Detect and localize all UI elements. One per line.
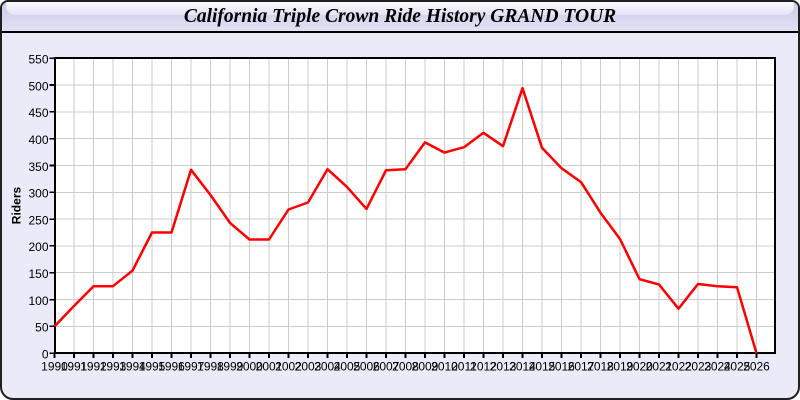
svg-text:2001: 2001 <box>256 359 283 373</box>
svg-text:2009: 2009 <box>412 359 439 373</box>
svg-text:2000: 2000 <box>236 359 263 373</box>
svg-text:2003: 2003 <box>295 359 322 373</box>
svg-text:0: 0 <box>42 348 49 362</box>
svg-text:2010: 2010 <box>431 359 458 373</box>
svg-text:150: 150 <box>28 267 48 281</box>
svg-text:2005: 2005 <box>334 359 361 373</box>
svg-text:2018: 2018 <box>587 359 614 373</box>
svg-text:1994: 1994 <box>119 359 146 373</box>
svg-text:2015: 2015 <box>529 359 556 373</box>
svg-text:450: 450 <box>28 106 48 120</box>
svg-text:2011: 2011 <box>451 359 477 373</box>
svg-text:2020: 2020 <box>626 359 653 373</box>
svg-text:Riders: Riders <box>10 187 24 225</box>
svg-text:1998: 1998 <box>197 359 224 373</box>
svg-text:2014: 2014 <box>509 359 536 373</box>
svg-text:2013: 2013 <box>490 359 517 373</box>
svg-text:2016: 2016 <box>548 359 575 373</box>
svg-text:2017: 2017 <box>568 359 595 373</box>
svg-text:1993: 1993 <box>100 359 127 373</box>
svg-text:500: 500 <box>28 79 48 93</box>
svg-text:400: 400 <box>28 133 48 147</box>
svg-text:1999: 1999 <box>217 359 244 373</box>
svg-text:1992: 1992 <box>80 359 107 373</box>
svg-text:200: 200 <box>28 240 48 254</box>
svg-text:300: 300 <box>28 187 48 201</box>
svg-text:2004: 2004 <box>314 359 341 373</box>
svg-text:250: 250 <box>28 213 48 227</box>
svg-text:2026: 2026 <box>743 359 770 373</box>
svg-text:2022: 2022 <box>665 359 692 373</box>
svg-text:1995: 1995 <box>139 359 166 373</box>
svg-text:50: 50 <box>35 321 49 335</box>
svg-text:1996: 1996 <box>158 359 185 373</box>
svg-text:2007: 2007 <box>373 359 400 373</box>
svg-text:1997: 1997 <box>178 359 205 373</box>
svg-text:2008: 2008 <box>392 359 419 373</box>
svg-text:2021: 2021 <box>646 359 673 373</box>
svg-text:350: 350 <box>28 160 48 174</box>
svg-text:2019: 2019 <box>607 359 634 373</box>
svg-text:2024: 2024 <box>704 359 731 373</box>
svg-text:1990: 1990 <box>41 359 68 373</box>
svg-text:2023: 2023 <box>685 359 712 373</box>
svg-text:100: 100 <box>28 294 48 308</box>
svg-text:2025: 2025 <box>724 359 751 373</box>
svg-text:550: 550 <box>28 53 48 67</box>
svg-text:1991: 1991 <box>61 359 88 373</box>
svg-text:2002: 2002 <box>275 359 302 373</box>
svg-text:2006: 2006 <box>353 359 380 373</box>
svg-text:2012: 2012 <box>470 359 497 373</box>
